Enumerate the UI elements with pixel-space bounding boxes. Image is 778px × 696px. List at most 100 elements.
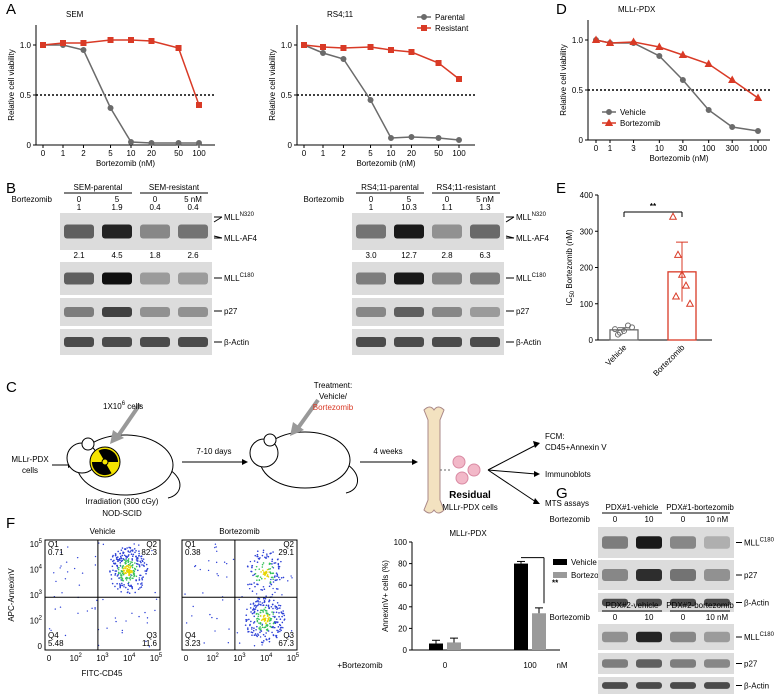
event-dot — [129, 562, 132, 565]
event-dot — [123, 554, 126, 557]
y-tick-label: 1.0 — [572, 36, 584, 45]
band-label-part: N320 — [240, 212, 255, 218]
quadrant-name: Q3 — [283, 631, 294, 640]
marker — [677, 270, 687, 278]
event-dot — [260, 609, 262, 612]
event-dot — [253, 582, 255, 584]
event-dot — [120, 560, 123, 563]
event-dot — [258, 598, 261, 600]
arrow-head — [533, 441, 540, 448]
event-dot — [269, 571, 272, 573]
event-dot — [125, 555, 128, 558]
event-dot — [280, 611, 283, 613]
band-label: β-Actin — [744, 599, 769, 608]
y-tick-label: 0.5 — [20, 91, 32, 100]
mouse-ear — [263, 433, 277, 447]
x-tick-label: 300 — [726, 144, 740, 153]
blot-background — [598, 593, 734, 612]
event-dot — [278, 612, 280, 614]
event-dot — [120, 584, 122, 587]
marker — [668, 212, 678, 220]
event-dot — [131, 571, 134, 573]
event-dot — [277, 630, 280, 632]
x-tick-label-part: 2 — [79, 653, 83, 659]
event-dot — [268, 568, 270, 571]
event-dot — [98, 542, 100, 544]
chart-title: SEM — [66, 10, 84, 19]
y-tick-label: 103 — [30, 590, 43, 600]
event-dot — [274, 575, 276, 577]
event-dot — [227, 642, 230, 644]
x-tick-label: 1 — [608, 144, 613, 153]
blot-band — [178, 224, 208, 239]
event-dot — [288, 635, 290, 638]
event-dot — [268, 606, 270, 609]
event-dot — [129, 577, 131, 579]
event-dot — [248, 587, 251, 590]
y-axis-label-part: IC — [565, 297, 574, 305]
marker — [753, 93, 763, 101]
event-dot — [59, 567, 61, 569]
legend-label: Resistant — [435, 24, 469, 33]
event-dot — [260, 571, 262, 573]
event-dot — [271, 563, 273, 565]
treatment-label: Bortezomib — [313, 403, 354, 412]
bar — [532, 613, 546, 650]
event-dot — [121, 629, 124, 632]
event-dot — [261, 566, 264, 568]
blot-band — [64, 337, 94, 347]
y-tick-label-part: 10 — [30, 591, 39, 600]
band-label: p27 — [516, 307, 530, 316]
event-dot — [131, 561, 133, 564]
event-dot — [120, 570, 123, 572]
event-dot — [257, 603, 260, 605]
event-dot — [128, 569, 131, 572]
event-dot — [259, 576, 262, 578]
event-dot — [130, 574, 132, 576]
x-tick-label: 50 — [434, 149, 443, 158]
event-dot — [138, 554, 140, 557]
blot-band — [432, 337, 462, 347]
x-tick-label: 102 — [207, 653, 220, 663]
x-tick-label-part: 0 — [184, 654, 189, 663]
blot-band — [670, 682, 696, 689]
event-dot — [282, 627, 284, 629]
event-dot — [267, 619, 269, 621]
event-dot — [120, 556, 122, 559]
event-dot — [269, 572, 272, 575]
x-tick-label: 30 — [678, 144, 687, 153]
event-dot — [203, 642, 205, 644]
x-tick-label-part: 10 — [260, 654, 269, 663]
blot-band — [470, 224, 500, 239]
group-label: RS4;11-parental — [361, 183, 419, 192]
event-dot — [277, 558, 279, 560]
event-dot — [130, 570, 133, 572]
y-axis-label: Relative cell viability — [268, 49, 277, 121]
dose-label: 10 — [645, 515, 654, 524]
event-dot — [185, 622, 188, 624]
band-label: MLL-AF4 — [224, 234, 257, 243]
group-label: SEM-parental — [74, 183, 123, 192]
marker — [80, 47, 87, 53]
event-dot — [272, 576, 274, 579]
event-dot — [148, 646, 151, 648]
band-label-part: β-Actin — [516, 338, 541, 347]
blot-band — [102, 337, 132, 347]
arrow — [487, 469, 537, 503]
y-tick-label: 0 — [38, 642, 43, 651]
ratio-label: 6.3 — [479, 251, 491, 260]
event-dot — [246, 608, 248, 611]
event-dot — [259, 626, 261, 628]
bar — [429, 643, 443, 650]
event-dot — [141, 559, 144, 562]
event-dot — [251, 609, 254, 611]
event-dot — [278, 615, 280, 618]
event-dot — [131, 612, 133, 614]
significance-label: ** — [650, 202, 657, 211]
series-line — [595, 39, 759, 99]
event-dot — [207, 569, 210, 572]
event-dot — [250, 620, 252, 623]
x-tick-label: 0 — [184, 654, 189, 663]
y-axis-label: Relative cell viability — [7, 49, 16, 121]
